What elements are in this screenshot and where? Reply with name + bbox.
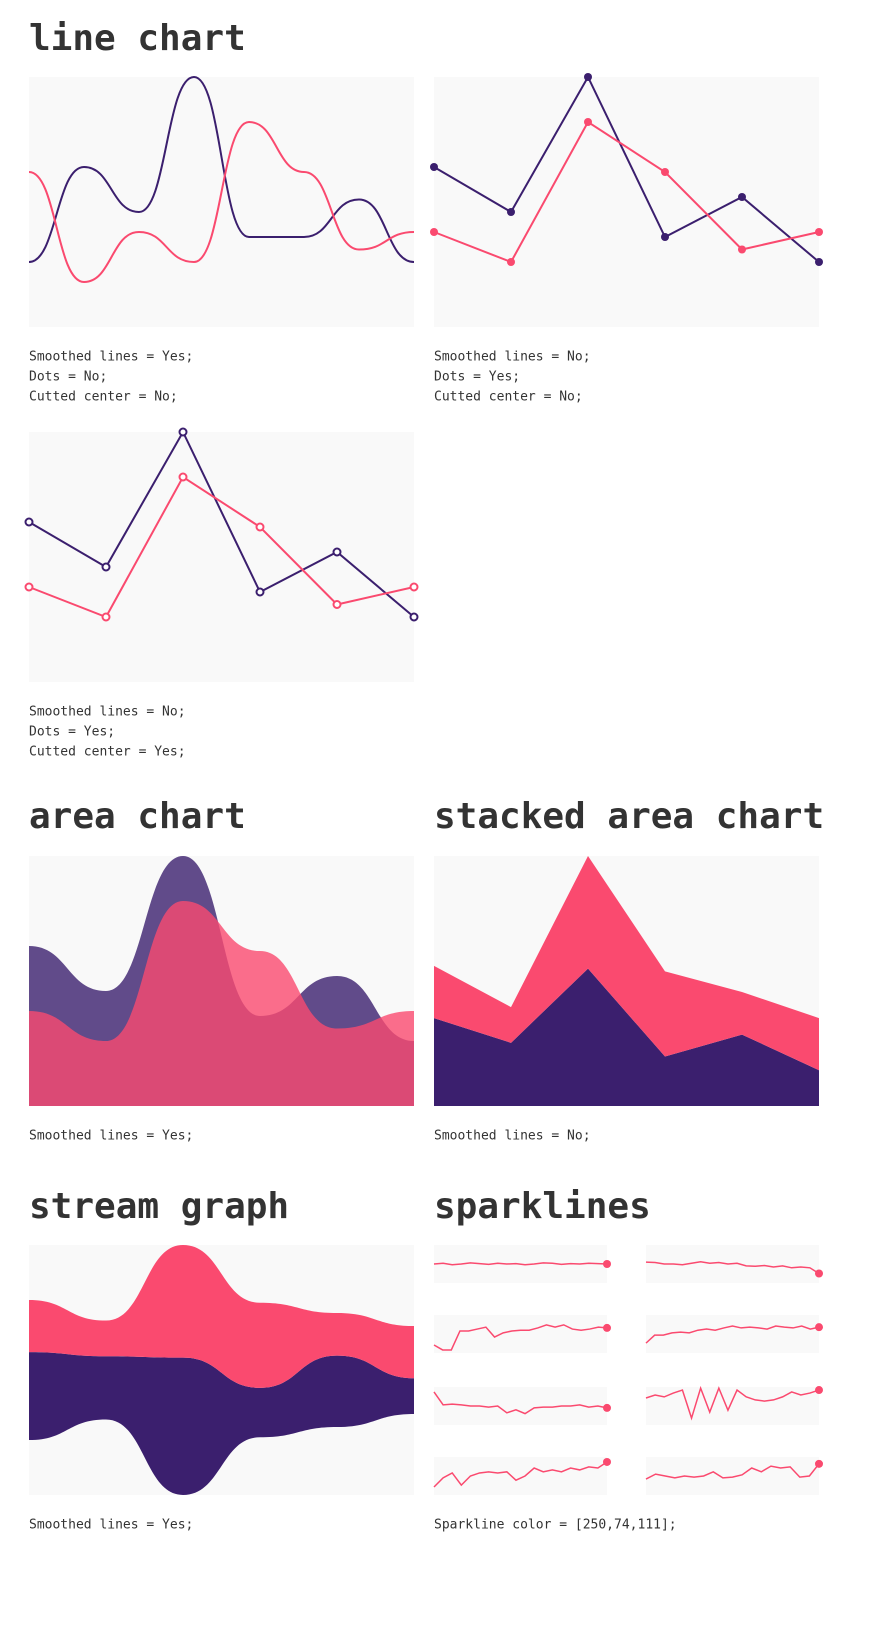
sparkline-end-dot xyxy=(603,1323,611,1332)
caption: Dots = Yes; xyxy=(29,725,115,740)
sparkline-end-dot xyxy=(815,1269,823,1278)
sparkline xyxy=(433,1262,608,1266)
line xyxy=(433,74,820,263)
dot xyxy=(178,427,188,437)
plot-background xyxy=(646,1315,819,1353)
dot xyxy=(24,582,34,592)
sparkline-end-dot xyxy=(815,1323,823,1332)
plot-background xyxy=(434,1315,607,1353)
caption: Smoothed lines = Yes; xyxy=(29,1129,193,1144)
dot xyxy=(430,228,438,236)
plot-background xyxy=(29,432,414,682)
caption: Cutted center = No; xyxy=(29,390,178,405)
dot xyxy=(738,245,746,254)
dot xyxy=(101,562,111,572)
dot xyxy=(507,208,515,216)
section-heading: line chart xyxy=(29,18,246,59)
caption: Cutted center = Yes; xyxy=(29,745,186,760)
stream-layer xyxy=(29,1352,414,1495)
caption: Dots = No; xyxy=(29,370,107,385)
sparkline xyxy=(645,1260,820,1275)
sparkline-end-dot xyxy=(815,1386,823,1395)
dot xyxy=(332,600,342,609)
dot xyxy=(409,582,419,592)
dot xyxy=(507,258,515,266)
stream-layer xyxy=(29,1245,414,1388)
line xyxy=(28,475,415,619)
dot xyxy=(430,163,438,171)
sparkline xyxy=(645,1325,820,1344)
sparkline xyxy=(433,1324,608,1351)
plot-background xyxy=(434,1387,607,1425)
section-heading: stacked area chart xyxy=(434,796,824,837)
dot xyxy=(584,118,592,126)
caption: Cutted center = No; xyxy=(434,390,583,405)
line xyxy=(28,429,415,618)
plot-background xyxy=(646,1457,819,1495)
plot-background xyxy=(434,1457,607,1495)
dot xyxy=(178,472,188,482)
dot xyxy=(255,587,265,597)
dot xyxy=(738,193,746,201)
caption: Dots = Yes; xyxy=(434,370,520,385)
caption: Smoothed lines = No; xyxy=(29,705,186,720)
dot xyxy=(815,228,823,236)
dot xyxy=(332,547,342,557)
dot xyxy=(661,168,669,176)
sparkline-end-dot xyxy=(603,1403,611,1412)
plot-background xyxy=(434,77,819,327)
sparkline xyxy=(645,1463,820,1480)
line xyxy=(28,75,415,263)
dot xyxy=(815,258,823,266)
sparkline-end-dot xyxy=(603,1260,611,1268)
line xyxy=(28,120,415,284)
sparkline-end-dot xyxy=(603,1457,611,1466)
sparkline-end-dot xyxy=(815,1459,823,1468)
area xyxy=(29,901,414,1106)
area xyxy=(434,968,819,1106)
caption: Smoothed lines = No; xyxy=(434,350,591,365)
dot xyxy=(101,612,111,622)
section-heading: stream graph xyxy=(29,1186,289,1227)
sparkline xyxy=(433,1461,608,1488)
dot xyxy=(661,233,669,241)
caption: Smoothed lines = Yes; xyxy=(29,1518,193,1533)
plot-background xyxy=(29,77,414,327)
section-heading: sparklines xyxy=(434,1186,651,1227)
sparkline xyxy=(433,1391,608,1415)
caption: Smoothed lines = No; xyxy=(434,1129,591,1144)
caption: Sparkline color = [250,74,111]; xyxy=(434,1518,677,1533)
area xyxy=(434,856,819,1071)
dot xyxy=(255,522,265,532)
caption: Smoothed lines = Yes; xyxy=(29,350,193,365)
dot xyxy=(584,73,592,81)
dot xyxy=(409,612,419,622)
sparkline xyxy=(645,1385,820,1421)
section-heading: area chart xyxy=(29,796,246,837)
dot xyxy=(24,517,34,527)
line xyxy=(433,120,820,264)
